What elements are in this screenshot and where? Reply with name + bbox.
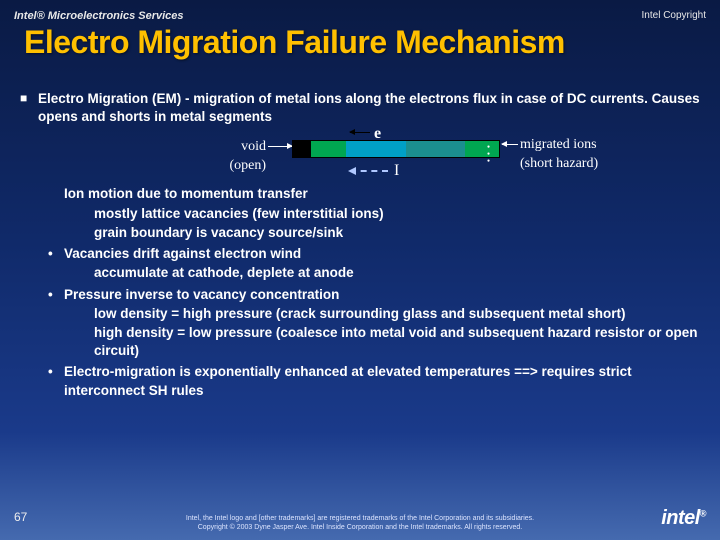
footer-line1: Intel, the Intel logo and [other tradema…: [0, 515, 720, 523]
body: ■ Electro Migration (EM) - migration of …: [20, 90, 700, 400]
void-label: void (open): [206, 138, 266, 176]
b1s1: mostly lattice vacancies (few interstiti…: [94, 205, 700, 223]
intro-text: Electro Migration (EM) - migration of me…: [38, 90, 700, 126]
page-title: Electro Migration Failure Mechanism: [24, 24, 708, 61]
list-item: • Electro-migration is exponentially enh…: [20, 363, 700, 399]
list-item: • Vacancies drift against electron wind: [20, 245, 700, 263]
list-item: • Pressure inverse to vacancy concentrat…: [20, 286, 700, 304]
b2s1: accumulate at cathode, deplete at anode: [94, 264, 700, 282]
registered-icon: ®: [700, 508, 706, 518]
bullet-dot-icon: •: [48, 363, 64, 399]
b3s1: low density = high pressure (crack surro…: [94, 305, 700, 323]
intro-bullet: ■ Electro Migration (EM) - migration of …: [20, 90, 700, 126]
migrated-arrow-icon: [502, 144, 518, 145]
bullet-dot-icon: •: [48, 245, 64, 263]
header-left: Intel® Microelectronics Services: [14, 10, 184, 22]
ion-dots-icon: ● ● ●: [487, 144, 499, 164]
b3s2: high density = low pressure (coalesce in…: [94, 324, 700, 360]
current-label: I: [394, 160, 399, 182]
electron-arrow-icon: [350, 132, 370, 133]
mig-l1: migrated ions: [520, 137, 597, 152]
bar-segment: [293, 141, 311, 157]
mig-l2: (short hazard): [520, 156, 598, 171]
metal-bar: ● ● ●: [292, 140, 500, 158]
void-l1: void: [241, 139, 266, 154]
bar-segment: [311, 141, 347, 157]
intel-logo-icon: intel®: [661, 507, 706, 530]
b1s2: grain boundary is vacancy source/sink: [94, 224, 700, 242]
bullet-dot-icon: •: [48, 286, 64, 304]
logo-text: intel: [661, 507, 700, 529]
em-diagram: void (open) ● ● ● e migrated ions (short…: [20, 132, 700, 188]
bullet-list: • Ion motion due to momentum transfer mo…: [20, 185, 700, 399]
b4: Electro-migration is exponentially enhan…: [64, 363, 700, 399]
electron-label: e: [374, 123, 381, 145]
b3: Pressure inverse to vacancy concentratio…: [64, 286, 700, 304]
bar-segment: [406, 141, 465, 157]
slide: Intel® Microelectronics Services Intel C…: [0, 0, 720, 540]
migrated-label: migrated ions (short hazard): [520, 136, 598, 174]
footer-line2: Copyright © 2003 Dyne Jasper Ave. Intel …: [0, 524, 720, 532]
bullet-icon: ■: [20, 90, 38, 126]
current-arrow-icon: [350, 170, 388, 172]
void-arrow-icon: [268, 146, 292, 147]
footer: Intel, the Intel logo and [other tradema…: [0, 515, 720, 532]
header-right: Intel Copyright: [642, 10, 706, 21]
void-l2: (open): [229, 158, 266, 173]
b2: Vacancies drift against electron wind: [64, 245, 700, 263]
